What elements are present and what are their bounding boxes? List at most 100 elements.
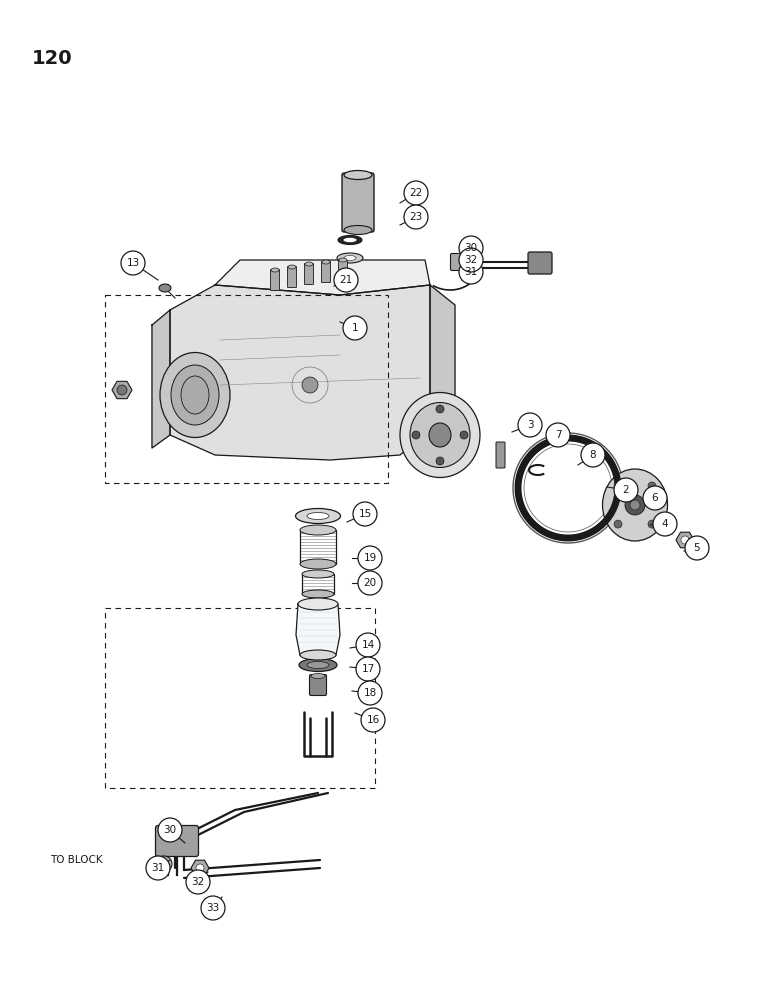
Ellipse shape	[602, 469, 668, 541]
Text: 17: 17	[361, 664, 374, 674]
Ellipse shape	[296, 508, 340, 524]
Circle shape	[121, 251, 145, 275]
Ellipse shape	[300, 650, 336, 660]
Ellipse shape	[311, 674, 325, 678]
FancyBboxPatch shape	[451, 253, 479, 270]
Circle shape	[459, 236, 483, 260]
Text: 21: 21	[340, 275, 353, 285]
Ellipse shape	[339, 258, 347, 262]
Ellipse shape	[343, 237, 357, 242]
Circle shape	[436, 457, 444, 465]
Ellipse shape	[160, 353, 230, 438]
FancyBboxPatch shape	[321, 261, 330, 282]
Ellipse shape	[307, 512, 329, 520]
Text: 2: 2	[623, 485, 629, 495]
Text: 15: 15	[358, 509, 371, 519]
Ellipse shape	[300, 559, 336, 569]
Polygon shape	[430, 285, 455, 455]
Text: 19: 19	[364, 553, 377, 563]
Text: 23: 23	[409, 212, 422, 222]
Ellipse shape	[410, 402, 470, 468]
Text: 14: 14	[361, 640, 374, 650]
Circle shape	[356, 657, 380, 681]
FancyBboxPatch shape	[338, 259, 347, 280]
Text: 5: 5	[694, 543, 700, 553]
Text: 30: 30	[465, 243, 478, 253]
Circle shape	[412, 431, 420, 439]
Ellipse shape	[171, 365, 219, 425]
Text: 18: 18	[364, 688, 377, 698]
Text: 1: 1	[352, 323, 358, 333]
Text: 22: 22	[409, 188, 422, 198]
Ellipse shape	[300, 525, 336, 535]
Circle shape	[518, 413, 542, 437]
Ellipse shape	[338, 235, 362, 244]
FancyBboxPatch shape	[528, 252, 552, 274]
Polygon shape	[215, 260, 430, 295]
Text: 3: 3	[527, 420, 533, 430]
Circle shape	[648, 520, 656, 528]
Text: 16: 16	[367, 715, 380, 725]
Text: 33: 33	[206, 903, 219, 913]
Circle shape	[659, 519, 665, 525]
Ellipse shape	[305, 262, 313, 266]
Circle shape	[643, 486, 667, 510]
Circle shape	[201, 896, 225, 920]
Text: 120: 120	[32, 48, 73, 68]
Circle shape	[685, 536, 709, 560]
Circle shape	[186, 870, 210, 894]
Circle shape	[302, 377, 318, 393]
Circle shape	[404, 205, 428, 229]
Circle shape	[460, 431, 468, 439]
FancyBboxPatch shape	[155, 826, 198, 856]
Text: 7: 7	[555, 430, 561, 440]
Text: 20: 20	[364, 578, 377, 588]
Polygon shape	[152, 310, 170, 448]
Ellipse shape	[181, 376, 209, 414]
Ellipse shape	[429, 423, 451, 447]
Text: 32: 32	[191, 877, 205, 887]
Circle shape	[196, 864, 204, 872]
Circle shape	[404, 181, 428, 205]
Circle shape	[146, 856, 170, 880]
Ellipse shape	[337, 253, 363, 263]
Circle shape	[653, 512, 677, 536]
Circle shape	[358, 571, 382, 595]
Ellipse shape	[302, 590, 334, 598]
Circle shape	[343, 316, 367, 340]
Circle shape	[160, 860, 168, 868]
Circle shape	[358, 546, 382, 570]
Ellipse shape	[344, 255, 356, 260]
Bar	[105, 295, 388, 483]
Ellipse shape	[159, 284, 171, 292]
Text: 30: 30	[164, 825, 177, 835]
Ellipse shape	[322, 260, 330, 264]
Circle shape	[361, 708, 385, 732]
Ellipse shape	[344, 170, 372, 180]
Circle shape	[625, 495, 645, 515]
Ellipse shape	[655, 518, 669, 526]
Circle shape	[353, 502, 377, 526]
Ellipse shape	[299, 658, 337, 672]
Polygon shape	[170, 285, 430, 460]
Circle shape	[614, 482, 622, 490]
Ellipse shape	[298, 598, 338, 610]
FancyBboxPatch shape	[270, 269, 279, 290]
Text: 6: 6	[652, 493, 659, 503]
Text: 4: 4	[662, 519, 669, 529]
Ellipse shape	[271, 268, 279, 272]
Circle shape	[358, 681, 382, 705]
Text: 31: 31	[151, 863, 164, 873]
Circle shape	[630, 500, 640, 510]
Circle shape	[614, 520, 622, 528]
Circle shape	[459, 260, 483, 284]
Circle shape	[156, 856, 172, 872]
Circle shape	[681, 536, 689, 544]
Circle shape	[117, 385, 127, 395]
Circle shape	[581, 443, 605, 467]
Bar	[105, 608, 375, 788]
Text: 8: 8	[590, 450, 596, 460]
Circle shape	[546, 423, 570, 447]
FancyBboxPatch shape	[496, 442, 505, 468]
FancyBboxPatch shape	[342, 173, 374, 232]
